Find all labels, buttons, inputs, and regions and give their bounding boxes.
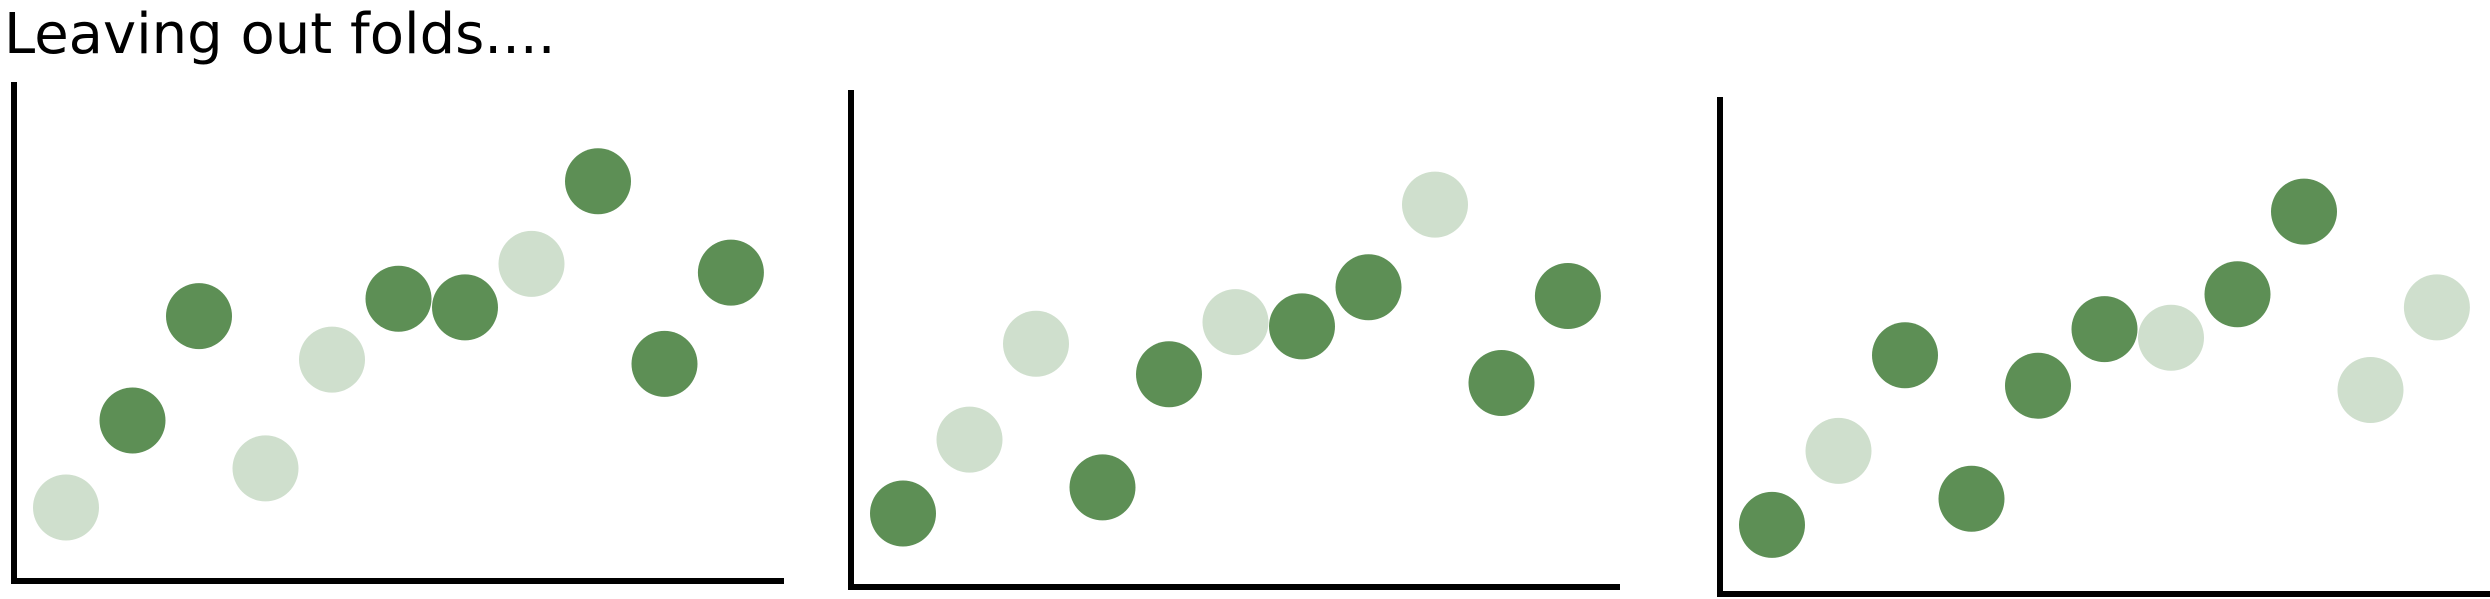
kept-data-point [365,265,432,332]
kept-data-point [2271,178,2337,245]
left-out-data-point [1805,417,1872,484]
left-out-data-point [936,406,1003,473]
left-out-data-point [1202,289,1269,356]
kept-data-point [2005,352,2071,419]
slide-title: Leaving out folds.... [4,2,556,67]
kept-data-point [1468,350,1535,416]
left-out-data-point [2138,304,2204,371]
left-out-data-point [2337,357,2404,423]
kept-data-point [1938,465,2005,532]
left-out-data-point [498,230,565,297]
left-out-data-point [1402,171,1468,238]
kept-data-point [870,480,936,547]
left-out-data-point [2403,274,2470,341]
kept-data-point [2071,296,2138,363]
kept-data-point [1739,491,1805,558]
kept-data-point [1335,254,1402,321]
kept-data-point [1136,341,1202,408]
fold-panel-2 [848,90,1620,590]
kept-data-point [1872,322,1938,389]
fold-panel-3 [1717,97,2490,597]
kept-data-point [2204,261,2271,328]
left-out-data-point [33,474,99,541]
left-out-data-point [1003,310,1069,377]
kept-data-point [697,239,764,306]
kept-data-point [99,387,166,454]
kept-data-point [631,330,698,397]
kept-data-point [1069,454,1136,521]
kept-data-point [1534,263,1601,329]
fold-panel-1 [11,82,784,584]
left-out-data-point [299,326,365,393]
kept-data-point [432,274,498,341]
left-out-data-point [232,435,299,502]
kept-data-point [1269,293,1335,360]
kept-data-point [565,148,631,215]
kept-data-point [166,283,232,350]
